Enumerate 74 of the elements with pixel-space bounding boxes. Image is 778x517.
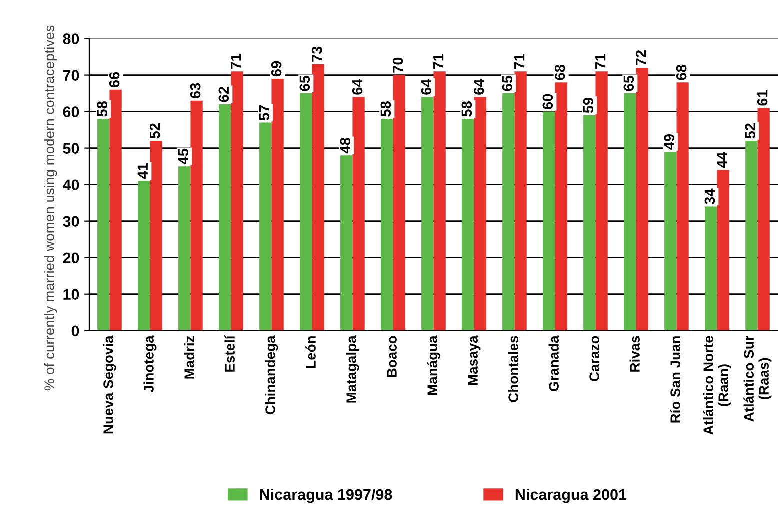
y-tick-label: 80 <box>63 34 80 44</box>
bar <box>676 82 689 331</box>
data-label: 63 <box>190 83 201 98</box>
data-label: 48 <box>340 138 351 154</box>
data-label: 73 <box>312 46 322 62</box>
y-tick-label: 30 <box>63 216 80 228</box>
x-tick-label: Jinotega <box>144 336 157 393</box>
bar <box>746 141 758 331</box>
x-tick-label: Estelí <box>224 335 235 372</box>
x-tick-label: Manágua <box>427 336 440 395</box>
bar <box>422 97 434 331</box>
bar <box>219 104 232 331</box>
data-label: 65 <box>300 76 310 92</box>
data-label: 61 <box>757 90 768 106</box>
x-tick-label: Masaya <box>468 336 481 385</box>
data-label: 72 <box>636 50 646 66</box>
legend-label: Nicaragua 2001 <box>516 488 627 504</box>
data-label: 58 <box>97 102 108 117</box>
x-tick-label: Granada <box>548 336 559 392</box>
legend-label: Nicaragua 1997/98 <box>260 488 392 504</box>
y-tick-label: 10 <box>64 289 80 300</box>
data-label: 64 <box>474 79 484 95</box>
x-tick-label: Chontales <box>508 336 518 402</box>
y-tick-label: 70 <box>63 70 80 81</box>
x-tick-label: Rivas <box>630 336 640 372</box>
bar <box>110 90 122 331</box>
data-label: 64 <box>421 79 432 95</box>
data-label: 71 <box>596 54 606 70</box>
bar <box>138 181 150 331</box>
y-axis-title: % of currently married women using modern contraceptives <box>44 26 58 391</box>
data-label: 60 <box>542 94 554 110</box>
y-tick-label: 20 <box>63 252 80 264</box>
data-label: 57 <box>259 105 270 120</box>
x-tick-label: Nueva Segovia <box>103 336 116 434</box>
data-label: 66 <box>109 72 120 88</box>
bar <box>272 78 284 331</box>
data-label: 44 <box>717 152 728 168</box>
bar <box>705 206 718 331</box>
data-label: 71 <box>231 54 242 70</box>
y-tick-label: 0 <box>72 326 80 337</box>
data-label: 41 <box>138 164 148 180</box>
bar <box>150 141 162 331</box>
x-tick-label: Madriz <box>184 336 194 379</box>
data-label: 65 <box>624 76 634 92</box>
data-label: 70 <box>392 58 404 73</box>
x-tick-label: Matagalpa <box>346 336 360 403</box>
data-label: 65 <box>502 76 513 92</box>
y-tick-label: 60 <box>63 106 80 118</box>
bar <box>555 82 568 331</box>
x-tick-label: Atlántico Norte (Raan) <box>703 336 732 435</box>
bar <box>543 112 556 331</box>
data-label: 64 <box>352 79 363 95</box>
data-label: 69 <box>271 61 282 77</box>
data-label: 45 <box>178 148 189 165</box>
x-tick-label: Atlántico Sur (Raas) <box>744 336 772 422</box>
x-tick-label: Carazo <box>590 336 600 382</box>
data-label: 58 <box>462 102 472 117</box>
y-tick-label: 40 <box>62 180 80 191</box>
x-tick-label: Río San Juan <box>670 336 680 423</box>
data-label: 59 <box>583 98 594 114</box>
data-label: 62 <box>218 87 230 102</box>
x-tick-label: León <box>306 336 316 368</box>
data-label: 71 <box>514 54 525 70</box>
data-label: 68 <box>676 64 687 80</box>
data-label: 34 <box>704 188 716 205</box>
data-label: 52 <box>745 124 756 139</box>
data-label: 68 <box>554 64 566 80</box>
y-tick-label: 50 <box>63 143 80 154</box>
data-label: 49 <box>664 134 675 150</box>
data-label: 71 <box>434 54 444 70</box>
data-label: 58 <box>380 102 392 117</box>
data-label: 52 <box>150 124 160 139</box>
x-tick-label: Boaco <box>387 336 397 378</box>
x-tick-label: Chinandega <box>265 336 278 415</box>
